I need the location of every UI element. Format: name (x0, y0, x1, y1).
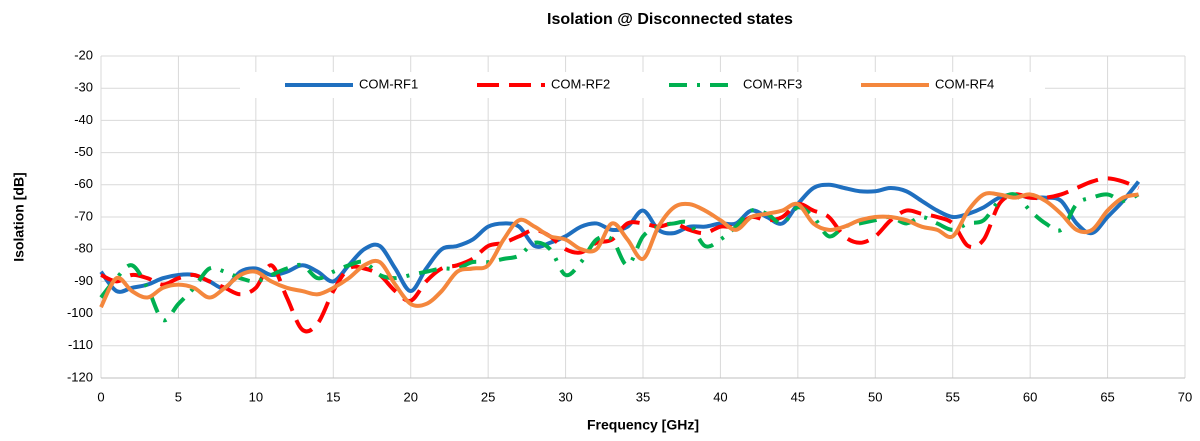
x-tick-label: 10 (249, 389, 263, 404)
legend-label: COM-RF1 (359, 76, 418, 91)
series-line (99, 191, 1139, 309)
x-tick-label: 65 (1100, 389, 1114, 404)
x-tick-label: 50 (868, 389, 882, 404)
x-tick-label: 5 (175, 389, 182, 404)
y-tick-label: -60 (74, 176, 93, 191)
y-tick-label: -40 (74, 112, 93, 127)
x-tick-label: 55 (945, 389, 959, 404)
x-tick-label: 0 (97, 389, 104, 404)
x-tick-label: 70 (1178, 389, 1192, 404)
x-tick-label: 30 (558, 389, 572, 404)
x-tick-label: 60 (1023, 389, 1037, 404)
x-tick-label: 15 (326, 389, 340, 404)
y-tick-label: -70 (74, 208, 93, 223)
x-tick-label: 20 (403, 389, 417, 404)
y-tick-label: -50 (74, 144, 93, 159)
x-axis-title: Frequency [GHz] (587, 417, 699, 433)
legend-label: COM-RF3 (743, 76, 802, 91)
series-line (100, 176, 1140, 334)
series-line (99, 192, 1140, 323)
y-tick-label: -20 (74, 47, 93, 62)
y-tick-label: -80 (74, 241, 93, 256)
x-tick-label: 35 (636, 389, 650, 404)
chart-title: Isolation @ Disconnected states (547, 11, 793, 28)
y-tick-label: -120 (67, 369, 93, 384)
y-tick-label: -90 (74, 273, 93, 288)
y-tick-label: -100 (67, 305, 93, 320)
legend-label: COM-RF2 (551, 76, 610, 91)
x-tick-label: 45 (791, 389, 805, 404)
legend-label: COM-RF4 (935, 76, 994, 91)
x-tick-label: 40 (713, 389, 727, 404)
y-tick-label: -30 (74, 80, 93, 95)
y-axis-title: Isolation [dB] (11, 172, 27, 261)
y-tick-label: -110 (68, 337, 93, 352)
legend: COM-RF1 COM-RF2 COM-RF3 COM-RF4 (240, 72, 1045, 98)
x-tick-label: 25 (481, 389, 495, 404)
series-line (99, 180, 1141, 294)
